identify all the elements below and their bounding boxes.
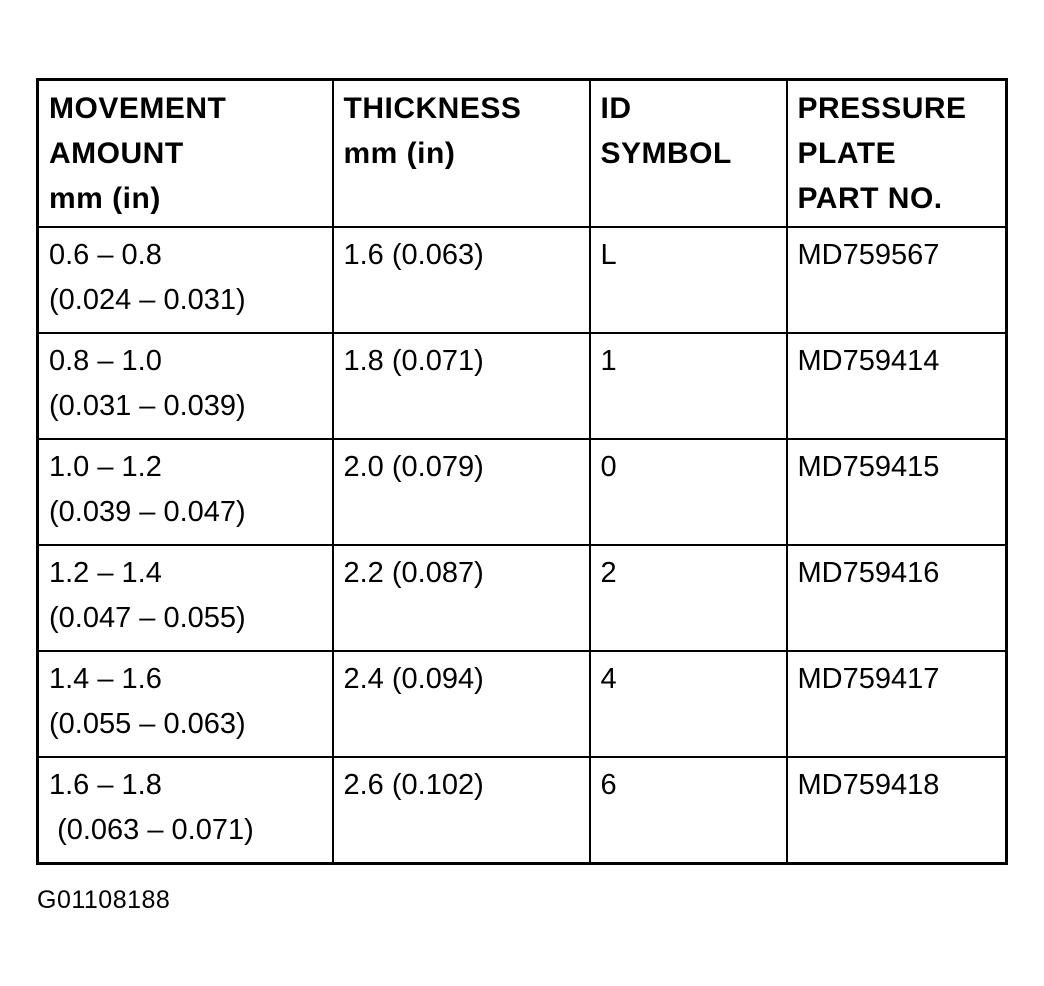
cell-id-symbol: L: [588, 226, 788, 334]
cell-movement-amount: 0.6 – 0.8 (0.024 – 0.031): [36, 226, 334, 334]
cell-movement-amount: 1.6 – 1.8 (0.063 – 0.071): [36, 756, 334, 864]
table-row: 1.4 – 1.6 (0.055 – 0.063) 2.4 (0.094) 4 …: [36, 650, 1008, 758]
table-header-row: MOVEMENT AMOUNT mm (in) THICKNESS mm (in…: [36, 78, 1008, 228]
cell-id-symbol: 0: [588, 438, 788, 546]
header-cell-id-symbol: ID SYMBOL: [588, 78, 788, 228]
table-row: 1.6 – 1.8 (0.063 – 0.071) 2.6 (0.102) 6 …: [36, 756, 1008, 864]
cell-id-symbol: 4: [588, 650, 788, 758]
cell-movement-amount: 0.8 – 1.0 (0.031 – 0.039): [36, 332, 334, 440]
cell-thickness: 2.4 (0.094): [331, 650, 591, 758]
cell-part-no: MD759414: [785, 332, 1008, 440]
cell-movement-amount: 1.2 – 1.4 (0.047 – 0.055): [36, 544, 334, 652]
table-row: 1.2 – 1.4 (0.047 – 0.055) 2.2 (0.087) 2 …: [36, 544, 1008, 652]
cell-part-no: MD759567: [785, 226, 1008, 334]
cell-thickness: 1.6 (0.063): [331, 226, 591, 334]
table-row: 0.8 – 1.0 (0.031 – 0.039) 1.8 (0.071) 1 …: [36, 332, 1008, 440]
header-cell-thickness: THICKNESS mm (in): [331, 78, 591, 228]
figure-id-caption: G01108188: [37, 886, 171, 914]
cell-part-no: MD759416: [785, 544, 1008, 652]
cell-id-symbol: 6: [588, 756, 788, 864]
header-cell-part-no: PRESSURE PLATE PART NO.: [785, 78, 1008, 228]
cell-id-symbol: 2: [588, 544, 788, 652]
table-row: 1.0 – 1.2 (0.039 – 0.047) 2.0 (0.079) 0 …: [36, 438, 1008, 546]
cell-thickness: 2.2 (0.087): [331, 544, 591, 652]
pressure-plate-selection-table: MOVEMENT AMOUNT mm (in) THICKNESS mm (in…: [36, 78, 1008, 865]
table-row: 0.6 – 0.8 (0.024 – 0.031) 1.6 (0.063) L …: [36, 226, 1008, 334]
cell-part-no: MD759418: [785, 756, 1008, 864]
cell-thickness: 2.6 (0.102): [331, 756, 591, 864]
cell-id-symbol: 1: [588, 332, 788, 440]
header-cell-movement-amount: MOVEMENT AMOUNT mm (in): [36, 78, 334, 228]
cell-movement-amount: 1.0 – 1.2 (0.039 – 0.047): [36, 438, 334, 546]
cell-part-no: MD759417: [785, 650, 1008, 758]
cell-thickness: 2.0 (0.079): [331, 438, 591, 546]
cell-movement-amount: 1.4 – 1.6 (0.055 – 0.063): [36, 650, 334, 758]
cell-thickness: 1.8 (0.071): [331, 332, 591, 440]
cell-part-no: MD759415: [785, 438, 1008, 546]
